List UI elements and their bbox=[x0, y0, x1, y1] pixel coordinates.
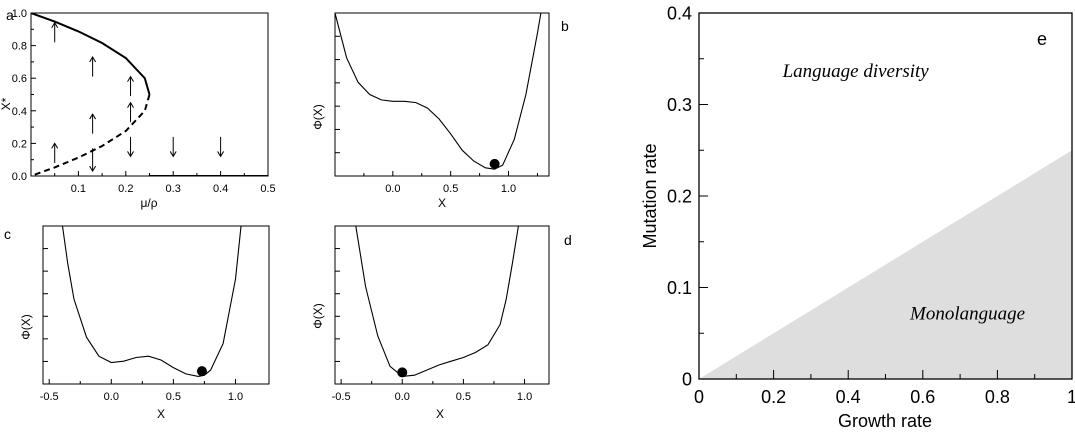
flow-arrow-1 bbox=[51, 142, 59, 163]
panel-a-letter: a bbox=[6, 7, 14, 23]
y-tick-label: 0.4 bbox=[667, 3, 692, 23]
flow-arrow-6 bbox=[127, 101, 134, 123]
y-tick-label: 1.0 bbox=[12, 8, 27, 20]
panel-a-plot bbox=[31, 13, 268, 176]
potential-curve bbox=[355, 226, 519, 377]
series-line-1 bbox=[31, 94, 151, 176]
x-tick-label: 1.0 bbox=[501, 183, 516, 195]
x-tick-label: 0.5 bbox=[443, 183, 458, 195]
panel-b-clip bbox=[335, 13, 542, 170]
x-tick-label: 0 bbox=[694, 387, 704, 407]
flow-arrow-9 bbox=[217, 136, 225, 158]
panel-e-plot bbox=[699, 150, 1072, 379]
flow-arrow-2 bbox=[89, 56, 97, 77]
state-marker bbox=[196, 366, 207, 377]
panel-c-letter: c bbox=[4, 226, 11, 242]
panel-d-ylabel: Φ(X) bbox=[311, 303, 325, 329]
flow-arrow-0 bbox=[51, 21, 59, 43]
region-label-1: Monolanguage bbox=[909, 304, 1025, 325]
x-tick-label: 0.5 bbox=[456, 391, 471, 403]
panel-e-letter: e bbox=[1037, 29, 1047, 49]
panel-c-plot bbox=[61, 226, 242, 377]
flow-arrow-4 bbox=[89, 148, 97, 173]
panel-e-regions: Language diversity Monolanguage bbox=[782, 61, 1026, 324]
y-tick-label: 0.2 bbox=[667, 186, 692, 206]
flow-arrow-7 bbox=[127, 136, 134, 158]
panel-e-ticks: 0 0.2 0.4 0.6 0.8 1 0 0.1 0.2 0.3 0.4 bbox=[667, 3, 1075, 407]
monolanguage-area bbox=[699, 150, 1072, 379]
panel-e-xlabel: Growth rate bbox=[838, 411, 932, 431]
panel-a-ylabel: X* bbox=[0, 97, 13, 110]
panel-a-clip bbox=[31, 13, 268, 176]
x-tick-label: 0.0 bbox=[395, 391, 410, 403]
panel-a-xlabel: μ/ρ bbox=[140, 196, 157, 210]
panel-b-plot bbox=[335, 13, 542, 170]
panel-d-ticks: -0.5 0.0 0.5 1.0 bbox=[332, 248, 532, 403]
panel-d-xlabel: X bbox=[436, 407, 444, 421]
y-tick-label: 0.2 bbox=[12, 138, 27, 150]
panel-b-letter: b bbox=[561, 18, 569, 34]
x-tick-label: 0.5 bbox=[260, 183, 275, 195]
x-tick-label: 0.2 bbox=[761, 387, 786, 407]
panel-c-ylabel: Φ(X) bbox=[19, 314, 33, 340]
x-tick-label: 0.8 bbox=[985, 387, 1010, 407]
x-tick-label: 0.3 bbox=[166, 183, 181, 195]
panel-e: 0 0.2 0.4 0.6 0.8 1 0 0.1 0.2 0.3 0.4 e Growth rat… bbox=[640, 3, 1075, 431]
panel-a-ticks: 0.1 0.2 0.3 0.4 0.5 0.0 0.2 0.4 0.6 0.8 1.0 bbox=[12, 8, 276, 195]
state-marker bbox=[489, 158, 500, 169]
flow-arrow-5 bbox=[127, 75, 134, 97]
x-tick-label: 1 bbox=[1067, 387, 1075, 407]
panel-c-xlabel: X bbox=[157, 407, 165, 421]
potential-curve bbox=[61, 226, 242, 377]
panel-b-ticks: 0.0 0.5 1.0 bbox=[335, 35, 538, 195]
x-tick-label: 0.0 bbox=[104, 391, 119, 403]
y-tick-label: 0.4 bbox=[12, 106, 27, 118]
panel-d-frame bbox=[334, 225, 550, 385]
x-tick-label: -0.5 bbox=[332, 391, 351, 403]
panel-e-ylabel: Mutation rate bbox=[640, 143, 660, 248]
x-tick-label: 0.5 bbox=[166, 391, 181, 403]
panel-c-clip bbox=[61, 226, 242, 377]
y-tick-label: 0.0 bbox=[12, 171, 27, 183]
region-label-0: Language diversity bbox=[782, 61, 930, 82]
y-tick-label: 0 bbox=[682, 369, 692, 389]
panel-c-ticks: -0.5 0.0 0.5 1.0 bbox=[40, 248, 243, 403]
x-tick-label: 0.0 bbox=[385, 183, 400, 195]
panel-c-frame bbox=[42, 225, 270, 385]
state-marker bbox=[397, 367, 408, 378]
x-tick-label: 0.4 bbox=[836, 387, 861, 407]
y-tick-label: 0.6 bbox=[12, 73, 27, 85]
panel-c: -0.5 0.0 0.5 1.0 c X Φ(X) bbox=[4, 225, 270, 421]
panel-b-ylabel: Φ(X) bbox=[311, 104, 325, 130]
panel-d-clip bbox=[355, 226, 519, 377]
panel-b-frame bbox=[334, 12, 550, 177]
y-tick-label: 0.1 bbox=[667, 278, 692, 298]
panel-b: 0.0 0.5 1.0 b X Φ(X) bbox=[311, 12, 569, 210]
y-tick-label: 0.3 bbox=[667, 95, 692, 115]
x-tick-label: 1.0 bbox=[517, 391, 532, 403]
y-tick-label: 0.8 bbox=[12, 41, 27, 53]
panel-d: -0.5 0.0 0.5 1.0 d X Φ(X) bbox=[311, 225, 572, 421]
panel-d-letter: d bbox=[564, 232, 572, 248]
flow-arrow-3 bbox=[89, 113, 97, 134]
panel-e-clip bbox=[699, 150, 1072, 379]
panel-a: 0.1 0.2 0.3 0.4 0.50.00.20.40.60.81.0 a μ/ρ … bbox=[0, 7, 276, 210]
potential-curve bbox=[335, 13, 542, 170]
x-tick-label: 0.2 bbox=[118, 183, 133, 195]
x-tick-label: 1.0 bbox=[228, 391, 243, 403]
x-tick-label: 0.6 bbox=[910, 387, 935, 407]
x-tick-label: 0.1 bbox=[71, 183, 86, 195]
panel-d-plot bbox=[355, 226, 519, 378]
flow-arrow-8 bbox=[169, 136, 177, 158]
x-tick-label: -0.5 bbox=[40, 391, 59, 403]
series-line-0 bbox=[31, 13, 151, 95]
x-tick-label: 0.4 bbox=[213, 183, 228, 195]
panel-b-xlabel: X bbox=[438, 196, 446, 210]
